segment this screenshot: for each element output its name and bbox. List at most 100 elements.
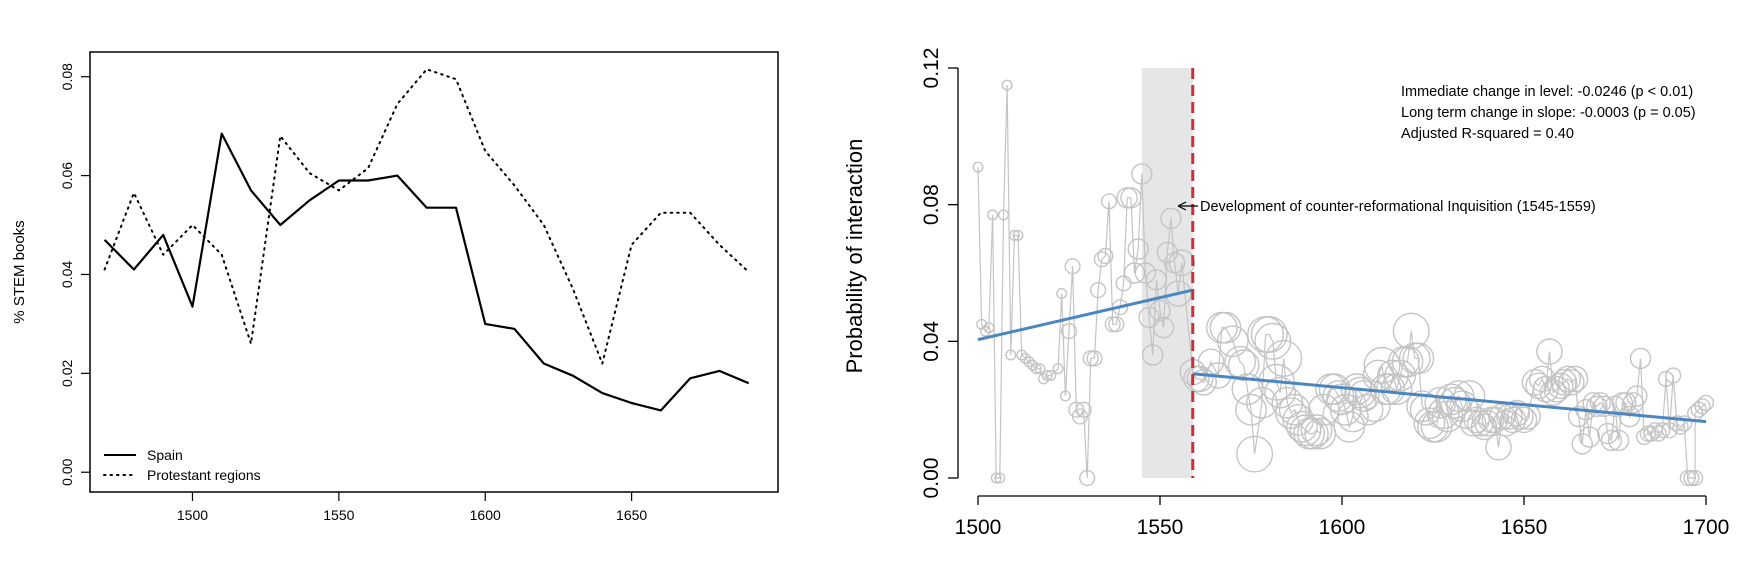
right-x-tick-label: 1550	[1137, 516, 1184, 539]
data-point	[1012, 229, 1024, 241]
data-point	[1034, 363, 1046, 375]
data-point	[1380, 373, 1413, 406]
data-point	[1059, 390, 1071, 402]
data-point	[1115, 275, 1132, 292]
data-point	[1578, 426, 1601, 448]
data-point	[972, 161, 984, 173]
series-line-spain	[103, 132, 750, 412]
right-y-axis: 0.00 0.04 0.08 0.12	[920, 48, 959, 498]
data-point	[1474, 409, 1501, 437]
data-point	[1391, 345, 1424, 378]
data-point	[1027, 359, 1039, 371]
data-point	[1008, 229, 1020, 241]
right-y-tick-label: 0.08	[920, 184, 943, 225]
right-y-tick-label: 0.12	[920, 48, 943, 89]
data-point	[1694, 398, 1711, 415]
left-x-tick-label: 1600	[470, 507, 501, 523]
left-y-axis-label: % STEM books	[11, 220, 28, 323]
data-point	[1127, 238, 1149, 260]
data-point	[1683, 469, 1700, 487]
data-point	[1089, 282, 1107, 299]
data-point	[1686, 469, 1704, 487]
data-point	[1023, 356, 1035, 368]
data-point	[1297, 417, 1329, 450]
data-point	[1600, 429, 1623, 452]
data-point	[1052, 363, 1064, 375]
data-point	[1596, 422, 1619, 445]
data-point	[1657, 370, 1675, 388]
data-point	[1104, 316, 1121, 333]
series-line-protestant	[103, 68, 750, 365]
data-point	[1097, 247, 1114, 265]
data-point	[1679, 469, 1696, 487]
data-point	[1060, 323, 1078, 340]
data-point	[1005, 349, 1017, 361]
data-point	[1123, 262, 1146, 284]
data-point	[1629, 347, 1652, 370]
data-point	[1643, 425, 1660, 442]
data-point	[1246, 386, 1278, 419]
stats-line-3: Adjusted R-squared = 0.40	[1401, 126, 1574, 142]
event-annotation: Development of counter-reformational Inq…	[1177, 199, 1596, 215]
fit-line-post	[1192, 372, 1707, 424]
data-point	[1030, 363, 1042, 375]
right-y-axis-label: Probability of interaction	[842, 139, 867, 374]
right-y-tick-label: 0.04	[920, 321, 943, 362]
right-x-tick-label: 1700	[1683, 516, 1730, 539]
data-point	[1041, 370, 1053, 382]
data-point	[1503, 399, 1530, 427]
data-point	[1079, 469, 1096, 487]
data-point	[1149, 299, 1171, 322]
left-x-tick-label: 1550	[323, 507, 354, 523]
data-point	[1567, 405, 1590, 428]
shaded-inquisition-period	[1141, 68, 1193, 478]
data-point	[1236, 435, 1274, 473]
left-y-tick-label: 0.00	[59, 458, 75, 485]
data-point	[1086, 350, 1103, 367]
data-point	[1654, 422, 1671, 439]
data-point	[1463, 406, 1490, 434]
data-point	[1160, 207, 1182, 230]
data-point	[990, 472, 1002, 484]
data-point	[1337, 400, 1369, 433]
data-point	[1168, 249, 1196, 277]
data-point	[1351, 393, 1384, 426]
right-points	[972, 79, 1715, 487]
data-point	[1550, 368, 1578, 396]
data-point	[1665, 367, 1682, 384]
left-x-tick-label: 1650	[616, 507, 647, 523]
data-point	[1093, 251, 1110, 268]
data-point	[1250, 316, 1288, 354]
data-point	[1539, 379, 1567, 406]
data-point	[1547, 372, 1574, 400]
data-point	[1481, 406, 1509, 434]
data-point	[998, 209, 1010, 221]
data-point	[1186, 365, 1214, 393]
data-point	[1392, 312, 1430, 350]
right-x-axis: 1500 1550 1600 1650 1700	[955, 495, 1730, 539]
event-arrow-head	[1177, 201, 1187, 211]
data-point	[1626, 385, 1648, 407]
data-point	[1558, 368, 1585, 396]
stats-line-2: Long term change in slope: -0.0003 (p = …	[1401, 105, 1696, 121]
data-point	[1459, 409, 1487, 437]
data-point	[1607, 429, 1630, 452]
left-x-axis: 1500 1550 1600 1650	[177, 492, 647, 523]
data-point	[1227, 349, 1260, 382]
data-point	[1499, 406, 1527, 434]
data-point	[1075, 401, 1092, 418]
data-point	[1492, 409, 1520, 437]
data-point	[1120, 187, 1142, 209]
data-point	[1131, 163, 1153, 185]
data-point	[1064, 258, 1081, 275]
stats-line-1: Immediate change in level: -0.0246 (p < …	[1401, 84, 1693, 100]
data-point	[979, 325, 991, 337]
data-point	[1138, 306, 1160, 329]
data-point	[1697, 394, 1715, 411]
left-y-axis: 0.00 0.02 0.04 0.06 0.08	[59, 63, 90, 486]
data-point	[1593, 395, 1615, 417]
data-point	[1045, 370, 1057, 382]
data-point	[1001, 79, 1013, 91]
data-point	[1532, 375, 1560, 403]
